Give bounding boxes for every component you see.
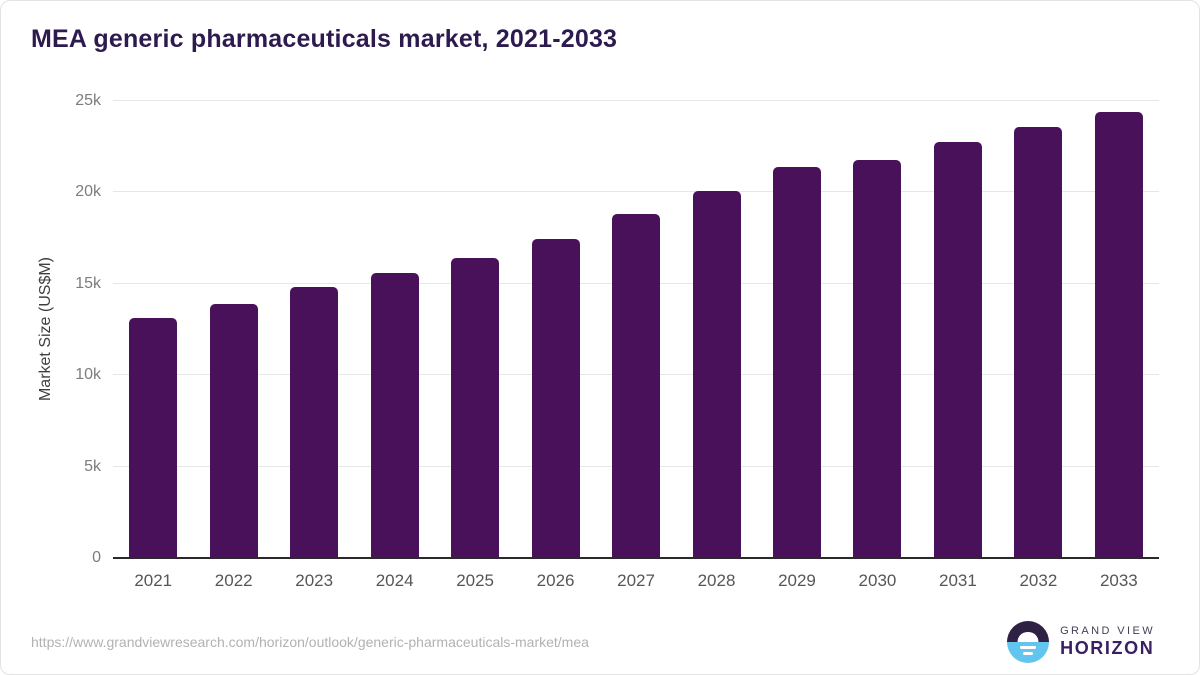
bar-slot-2033: 2033 — [1079, 101, 1159, 590]
chart-title: MEA generic pharmaceuticals market, 2021… — [31, 25, 618, 53]
gridline-25000 — [113, 100, 1159, 101]
x-tick-label-2033: 2033 — [1099, 571, 1138, 590]
x-tick-label-2027: 2027 — [617, 571, 655, 590]
bar-2033 — [1094, 111, 1143, 558]
x-tick-label-2031: 2031 — [939, 571, 977, 590]
x-tick-label-2030: 2030 — [858, 571, 897, 590]
bar-slot-2029: 2029 — [757, 101, 837, 590]
x-tick-label-2025: 2025 — [456, 571, 495, 590]
x-tick-label-2032: 2032 — [1019, 571, 1058, 590]
bar-slot-2031: 2031 — [918, 101, 998, 590]
y-tick-label-20k: 20k — [75, 183, 101, 201]
x-tick-label-2028: 2028 — [697, 571, 736, 590]
bar-slot-2027: 2027 — [596, 101, 676, 590]
logo-brand-bottom: HORIZON — [1060, 637, 1155, 658]
bar-2031 — [933, 142, 982, 558]
bar-slot-2023: 2023 — [274, 101, 354, 590]
bar-2030 — [853, 160, 902, 558]
y-tick-label-0: 0 — [92, 549, 101, 566]
x-tick-label-2023: 2023 — [295, 571, 334, 590]
source-url: https://www.grandviewresearch.com/horizo… — [31, 634, 589, 650]
bar-2025 — [451, 258, 500, 558]
y-tick-label-5k: 5k — [84, 457, 101, 475]
x-tick-label-2021: 2021 — [134, 571, 173, 590]
bar-2028 — [692, 190, 741, 558]
x-tick-label-2022: 2022 — [214, 571, 253, 590]
bar-slot-2026: 2026 — [515, 101, 595, 590]
bar-slot-2024: 2024 — [354, 101, 434, 590]
bar-2026 — [531, 239, 580, 558]
y-tick-label-25k: 25k — [75, 92, 101, 109]
bar-slot-2032: 2032 — [998, 101, 1078, 590]
x-axis-line — [113, 557, 1159, 559]
logo-text: GRAND VIEW HORIZON — [1060, 625, 1155, 658]
bar-slot-2030: 2030 — [837, 101, 917, 590]
y-tick-label-10k: 10k — [75, 366, 101, 384]
bar-slot-2025: 2025 — [435, 101, 515, 590]
x-tick-label-2024: 2024 — [375, 571, 414, 590]
y-tick-label-15k: 15k — [75, 274, 101, 292]
plot-area: 2021 2022 2023 2024 2025 2026 2027 2028 2029 2030… — [113, 100, 1159, 590]
gridline-20000 — [113, 191, 1159, 193]
bar-2032 — [1014, 126, 1063, 558]
brand-logo: GRAND VIEW HORIZON — [1007, 621, 1155, 663]
sun-reflection-line-2 — [1023, 652, 1034, 655]
bars-row: 2021 2022 2023 2024 2025 2026 2027 2028 2029 2030… — [113, 101, 1159, 590]
y-axis-tick-labels: 0 5k 10k 15k 20k 25k — [1, 92, 101, 566]
bar-2027 — [612, 214, 661, 558]
bar-2023 — [290, 287, 339, 558]
logo-brand-top: GRAND VIEW — [1060, 625, 1155, 638]
bar-slot-2021: 2021 — [113, 101, 193, 590]
horizon-sun-icon — [1007, 621, 1050, 663]
bar-2022 — [209, 303, 258, 558]
bar-slot-2028: 2028 — [676, 101, 756, 590]
sun-dome-shape — [1017, 632, 1039, 642]
x-tick-label-2029: 2029 — [778, 571, 816, 590]
sun-reflection-line-1 — [1020, 646, 1037, 649]
bar-2021 — [129, 317, 178, 558]
bar-slot-2022: 2022 — [193, 101, 273, 590]
x-tick-label-2026: 2026 — [536, 571, 575, 590]
bar-2029 — [772, 166, 821, 558]
bar-2024 — [370, 272, 419, 558]
